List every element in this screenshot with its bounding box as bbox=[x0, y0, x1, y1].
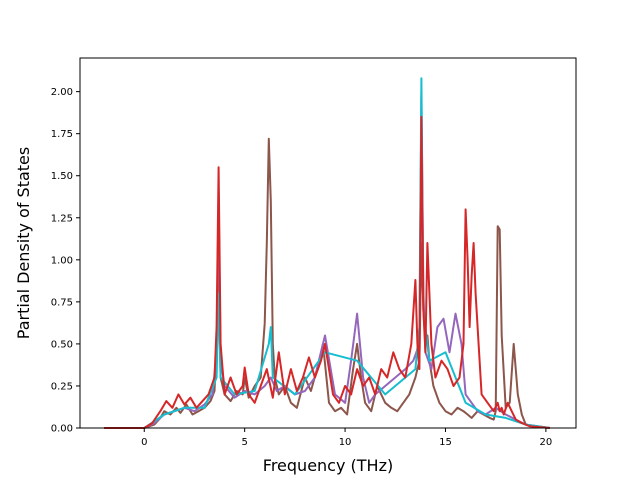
plot-frame bbox=[79, 57, 577, 429]
y-tick-label: 0.00 bbox=[51, 424, 73, 435]
series-layer bbox=[104, 77, 551, 429]
series-line-4 bbox=[104, 115, 550, 429]
y-tick-label: 2.00 bbox=[51, 87, 73, 98]
x-axis: 0 5 10 15 20 bbox=[141, 428, 552, 448]
y-tick-label: 1.00 bbox=[51, 255, 73, 266]
x-tick-label: 5 bbox=[241, 437, 247, 448]
y-tick-label: 0.25 bbox=[51, 381, 73, 392]
y-axis-title: Partial Density of States bbox=[14, 147, 33, 339]
x-tick-label: 20 bbox=[540, 437, 553, 448]
y-tick-label: 1.75 bbox=[51, 129, 73, 140]
x-tick-label: 15 bbox=[439, 437, 452, 448]
series-line-3 bbox=[104, 77, 551, 429]
x-axis-title: Frequency (THz) bbox=[263, 456, 393, 475]
x-tick-label: 0 bbox=[141, 437, 147, 448]
y-tick-label: 0.50 bbox=[51, 339, 73, 350]
plot-area bbox=[80, 58, 576, 428]
y-tick-label: 1.25 bbox=[51, 213, 73, 224]
y-axis: 0.00 0.25 0.50 0.75 1.00 1.25 1.50 1.75 2.00 bbox=[51, 87, 80, 435]
y-tick-label: 0.75 bbox=[51, 297, 73, 308]
y-tick-label: 1.50 bbox=[51, 171, 73, 182]
x-tick-label: 10 bbox=[339, 437, 352, 448]
